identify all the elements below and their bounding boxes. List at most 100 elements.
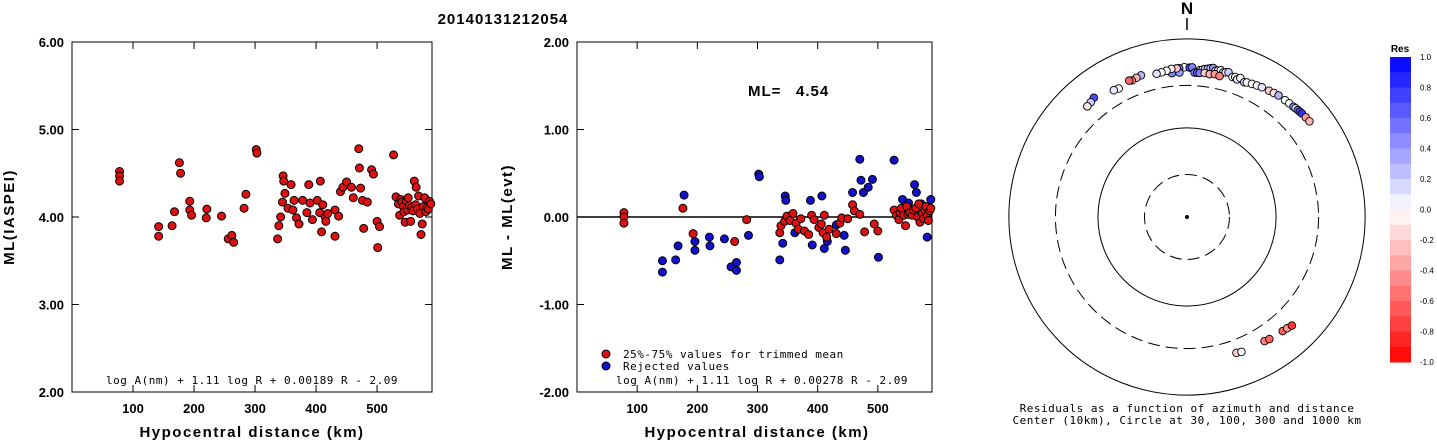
- ml-point: [356, 183, 366, 193]
- ml-point: [302, 208, 312, 218]
- ml-point: [154, 231, 164, 241]
- ml-point: [274, 221, 284, 231]
- x-tick-label: 100: [626, 401, 648, 416]
- colorbar-label: -1.0: [1420, 358, 1434, 367]
- rejected-point: [731, 258, 741, 267]
- azimuth-point: [1083, 102, 1092, 111]
- residual-panel: -2.00 -1.00 0.00 1.00 2.00 100 200 300 400 500 M…: [499, 35, 936, 441]
- ml-x-axis-label: Hypocentral distance (km): [139, 424, 364, 441]
- colorbar-cell: [1390, 255, 1411, 271]
- colorbar-label: -0.2: [1420, 236, 1434, 245]
- rejected-point: [704, 232, 714, 242]
- x-tick-label: 500: [366, 401, 388, 416]
- ml-point: [176, 168, 186, 178]
- y-tick-label: 0.00: [544, 210, 569, 225]
- legend-marker-used: [601, 349, 611, 359]
- colorbar-label: 0.4: [1420, 145, 1432, 154]
- used-point: [901, 221, 911, 231]
- ml-point: [348, 193, 358, 203]
- rejected-point: [673, 241, 683, 251]
- colorbar-cells: [1390, 57, 1411, 363]
- colorbar-label: 0.0: [1420, 206, 1432, 215]
- ml-point: [229, 237, 239, 247]
- y-tick-label: -1.00: [539, 298, 569, 313]
- distance-rings: [1008, 38, 1366, 396]
- colorbar-cell: [1390, 102, 1411, 119]
- ml-point: [273, 234, 283, 244]
- rejected-point: [731, 265, 741, 275]
- figure-title: 20140131212054: [438, 11, 569, 28]
- residual-points: [619, 154, 936, 277]
- colorbar-cell: [1390, 118, 1411, 134]
- legend-label-used: 25%-75% values for trimmed mean: [623, 348, 844, 361]
- ml-point: [305, 198, 315, 208]
- y-tick-label: -2.00: [539, 385, 569, 400]
- rejected-point: [754, 172, 764, 182]
- used-point: [816, 219, 826, 229]
- ml-point: [411, 182, 421, 192]
- used-point: [869, 219, 879, 229]
- ml-point: [417, 219, 427, 229]
- residual-formula: log A(nm) + 1.11 log R + 0.00278 R - 2.0…: [616, 374, 908, 387]
- colorbar-cell: [1390, 331, 1411, 348]
- colorbar-cell: [1390, 209, 1411, 226]
- rejected-point: [855, 154, 865, 164]
- rejected-point: [817, 191, 827, 201]
- colorbar-labels: 1.0 0.8 0.6 0.4 0.2 0.0 -0.2 -0.4 -0.6 -0.8 -1.0: [1420, 53, 1434, 367]
- rejected-point: [690, 245, 700, 255]
- used-point: [796, 214, 806, 224]
- ml-point: [278, 197, 288, 207]
- ml-point: [289, 195, 299, 205]
- rejected-point: [922, 232, 932, 242]
- ml-point: [389, 150, 399, 160]
- epicenter-dot: [1185, 215, 1189, 219]
- colorbar-cell: [1390, 57, 1411, 73]
- y-tick-label: 2.00: [544, 35, 569, 50]
- ml-point: [359, 223, 369, 233]
- azimuth-point: [1109, 85, 1119, 95]
- rejected-point: [910, 180, 920, 190]
- used-point: [831, 229, 841, 239]
- legend-marker-rejected: [601, 361, 611, 371]
- colorbar-cell: [1390, 224, 1411, 241]
- ml-point: [323, 209, 333, 218]
- azimuth-point: [1215, 71, 1224, 81]
- used-point: [873, 226, 883, 236]
- ml-points: [115, 144, 436, 253]
- ml-annotation-label: ML=: [748, 83, 781, 100]
- ml-point: [318, 200, 328, 210]
- residual-y-ticks: -2.00 -1.00 0.00 1.00 2.00: [539, 35, 932, 400]
- x-tick-label: 500: [867, 401, 889, 416]
- ml-point: [346, 182, 356, 192]
- rejected-point: [807, 240, 817, 250]
- rejected-point: [867, 174, 877, 184]
- ring-100km: [1097, 127, 1277, 307]
- azimuth-point: [1265, 334, 1274, 344]
- x-tick-label: 300: [244, 401, 266, 416]
- ml-point: [115, 176, 125, 186]
- used-point: [860, 227, 870, 237]
- ml-point: [375, 222, 385, 232]
- rejected-point: [848, 188, 858, 197]
- rejected-point: [671, 255, 681, 265]
- colorbar-cell: [1390, 301, 1411, 317]
- y-tick-label: 6.00: [39, 35, 64, 50]
- azimuth-point: [1257, 83, 1267, 92]
- residual-y-axis-label: ML - ML(evt): [499, 164, 516, 270]
- ml-formula: log A(nm) + 1.11 log R + 0.00189 R - 2.0…: [106, 374, 398, 387]
- rejected-point: [781, 195, 791, 205]
- rejected-point: [839, 230, 849, 240]
- y-tick-label: 3.00: [39, 298, 64, 313]
- used-point: [819, 210, 829, 220]
- ml-y-axis-label: ML(IASPEI): [1, 169, 18, 265]
- ml-y-ticks: 2.00 3.00 4.00 5.00 6.00: [39, 35, 432, 400]
- ml-annotation-value: 4.54: [796, 83, 829, 100]
- y-tick-label: 2.00: [39, 385, 64, 400]
- rejected-point: [719, 234, 729, 244]
- north-label: N: [1181, 0, 1193, 18]
- ring-1000km: [1008, 38, 1366, 396]
- x-tick-label: 100: [122, 401, 144, 416]
- ml-point: [317, 227, 327, 237]
- used-point: [678, 203, 688, 213]
